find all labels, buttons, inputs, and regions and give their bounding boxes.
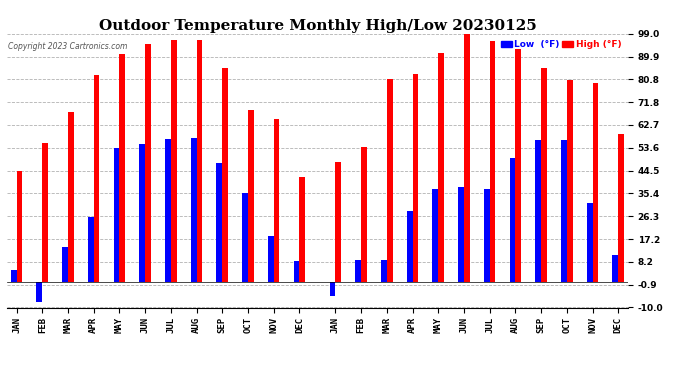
Bar bbox=[248, 110, 254, 282]
Bar bbox=[361, 147, 367, 282]
Bar bbox=[387, 79, 393, 282]
Bar bbox=[407, 211, 413, 282]
Bar bbox=[490, 41, 495, 282]
Title: Outdoor Temperature Monthly High/Low 20230125: Outdoor Temperature Monthly High/Low 202… bbox=[99, 19, 536, 33]
Bar bbox=[458, 187, 464, 282]
Bar bbox=[593, 83, 598, 282]
Text: Copyright 2023 Cartronics.com: Copyright 2023 Cartronics.com bbox=[8, 42, 128, 51]
Bar bbox=[355, 260, 361, 282]
Bar bbox=[510, 158, 515, 282]
Bar bbox=[139, 144, 145, 282]
Bar bbox=[171, 40, 177, 282]
Bar bbox=[618, 134, 624, 282]
Bar bbox=[541, 68, 547, 282]
Bar bbox=[294, 261, 299, 282]
Legend: Low  (°F), High (°F): Low (°F), High (°F) bbox=[499, 38, 623, 51]
Bar bbox=[535, 141, 541, 282]
Bar bbox=[145, 44, 151, 282]
Bar bbox=[62, 247, 68, 282]
Bar bbox=[242, 193, 248, 282]
Bar bbox=[330, 282, 335, 296]
Bar bbox=[17, 171, 22, 282]
Bar bbox=[299, 177, 305, 282]
Bar bbox=[274, 119, 279, 282]
Bar bbox=[438, 53, 444, 282]
Bar bbox=[433, 189, 438, 282]
Bar bbox=[515, 49, 521, 282]
Bar bbox=[413, 74, 418, 282]
Bar bbox=[335, 162, 341, 282]
Bar bbox=[42, 143, 48, 282]
Bar bbox=[566, 80, 573, 282]
Bar bbox=[484, 189, 490, 282]
Bar bbox=[11, 270, 17, 282]
Bar bbox=[464, 31, 470, 282]
Bar bbox=[268, 236, 274, 282]
Bar bbox=[190, 138, 197, 282]
Bar bbox=[381, 260, 387, 282]
Bar bbox=[586, 203, 593, 282]
Bar bbox=[561, 141, 566, 282]
Bar bbox=[94, 75, 99, 282]
Bar bbox=[197, 40, 202, 282]
Bar bbox=[114, 148, 119, 282]
Bar bbox=[165, 139, 171, 282]
Bar bbox=[88, 217, 94, 282]
Bar bbox=[68, 112, 74, 282]
Bar bbox=[613, 255, 618, 282]
Bar bbox=[119, 54, 125, 282]
Bar bbox=[222, 68, 228, 282]
Bar bbox=[37, 282, 42, 303]
Bar bbox=[217, 163, 222, 282]
